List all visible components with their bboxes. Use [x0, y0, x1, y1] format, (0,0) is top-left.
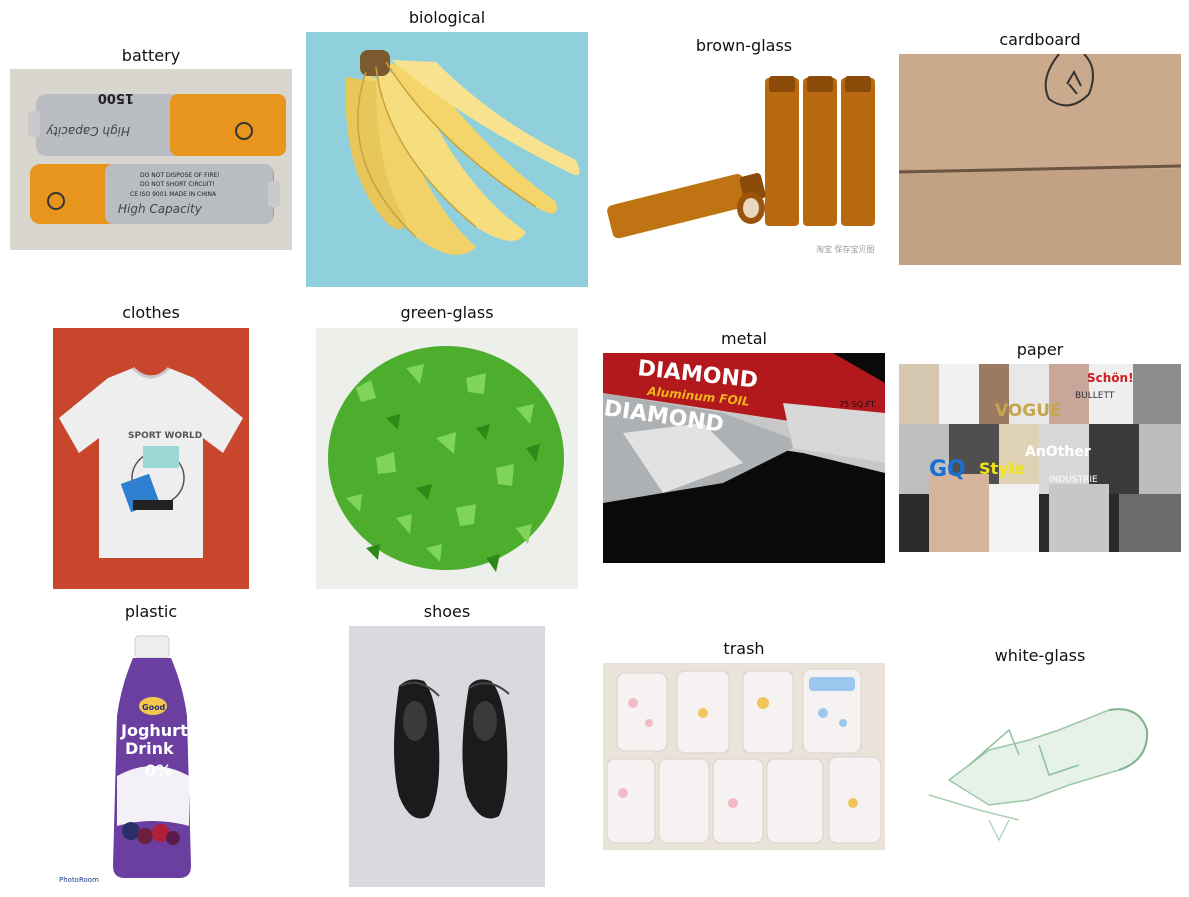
photoroom-watermark: PhotoRoom	[59, 876, 99, 884]
plastic-image: Good Joghurt Drink 0% PhotoRoom	[53, 626, 249, 886]
image-title: clothes	[10, 303, 292, 322]
image-title: plastic	[10, 602, 292, 621]
diapers-illustration	[603, 663, 885, 850]
plastic-line2: Drink	[125, 739, 174, 758]
image-title: paper	[899, 340, 1181, 359]
image-title: battery	[10, 46, 292, 65]
mag-gq: GQ	[929, 457, 966, 482]
image-title: biological	[306, 8, 588, 27]
battery-text-bottom: High Capacity	[118, 202, 203, 216]
magazines-illustration: VOGUE GQ Style AnOther INDUSTRIE Schön! …	[899, 364, 1181, 552]
plastic-percent: 0%	[145, 761, 172, 780]
mag-another: AnOther	[1025, 444, 1091, 460]
cell-cardboard: cardboard	[899, 0, 1181, 270]
metal-size: 75 SQ.FT.	[839, 400, 877, 409]
mag-style: Style	[979, 459, 1025, 478]
cardboard-image	[899, 54, 1181, 265]
mag-industrie: INDUSTRIE	[1049, 475, 1098, 485]
aluminum-foil-illustration: DIAMOND Aluminum FOIL DIAMOND 75 SQ.FT.	[603, 353, 885, 563]
battery-text-top: High Capacity	[45, 124, 130, 138]
image-title: metal	[603, 329, 885, 348]
tshirt-illustration: SPORT WORLD	[53, 328, 249, 589]
image-title: cardboard	[899, 30, 1181, 49]
yogurt-bottle-illustration: Good Joghurt Drink 0% PhotoRoom	[53, 626, 249, 886]
amber-vials-illustration: 淘宝 保存宝贝图	[603, 60, 885, 260]
cell-battery: battery High Capacity 1500 DO NOT DISPOS…	[10, 0, 292, 260]
shoes-image	[349, 626, 545, 887]
plastic-brand: Good	[142, 703, 166, 712]
cell-green-glass: green-glass	[306, 290, 588, 590]
battery-line1: DO NOT DISPOSE OF FIRE!	[140, 172, 220, 179]
image-title: trash	[603, 639, 885, 658]
clothes-image: SPORT WORLD	[53, 328, 249, 589]
svg-text:SPORT WORLD: SPORT WORLD	[128, 431, 202, 441]
cell-shoes: shoes	[306, 590, 588, 890]
mag-bullett: BULLETT	[1075, 391, 1115, 401]
watermark: 淘宝 保存宝贝图	[816, 244, 875, 254]
banana-illustration	[306, 32, 588, 287]
broken-glass-illustration	[909, 670, 1171, 845]
image-title: green-glass	[306, 303, 588, 322]
mag-schon: Schön!	[1087, 371, 1134, 385]
battery-image: High Capacity 1500 DO NOT DISPOSE OF FIR…	[10, 69, 292, 250]
image-title: shoes	[306, 602, 588, 621]
green-glass-illustration	[316, 328, 578, 589]
cell-metal: metal DIAMOND Aluminum FOIL DIAMOND 75 S…	[603, 290, 885, 570]
plastic-line1: Joghurt	[120, 721, 188, 740]
image-title: white-glass	[899, 646, 1181, 665]
battery-line2: DO NOT SHORT CIRCUIT!	[140, 181, 215, 188]
cell-biological: biological	[306, 0, 588, 290]
cell-white-glass: white-glass	[899, 590, 1181, 860]
mag-vogue: VOGUE	[995, 401, 1062, 421]
paper-image: VOGUE GQ Style AnOther INDUSTRIE Schön! …	[899, 364, 1181, 552]
battery-line3: CE ISO 9001 MADE IN CHINA	[130, 191, 217, 198]
battery-illustration: High Capacity 1500 DO NOT DISPOSE OF FIR…	[10, 69, 292, 250]
banana-image	[306, 32, 588, 287]
battery-size: 1500	[98, 90, 134, 105]
image-title: brown-glass	[603, 36, 885, 55]
brown-glass-image: 淘宝 保存宝贝图	[603, 60, 885, 260]
shoes-illustration	[349, 626, 545, 887]
cell-paper: paper VOGUE GQ Style AnOther INDUSTR	[899, 290, 1181, 560]
cell-trash: trash	[603, 590, 885, 860]
white-glass-image	[909, 670, 1171, 845]
cardboard-illustration	[899, 54, 1181, 265]
cell-plastic: plastic Good Joghurt Drink 0% PhotoRoom	[10, 590, 292, 890]
cell-clothes: clothes SPORT WORLD	[10, 290, 292, 590]
green-glass-image	[316, 328, 578, 589]
cell-brown-glass: brown-glass 淘宝 保存宝贝图	[603, 0, 885, 270]
trash-image	[603, 663, 885, 850]
metal-image: DIAMOND Aluminum FOIL DIAMOND 75 SQ.FT.	[603, 353, 885, 563]
